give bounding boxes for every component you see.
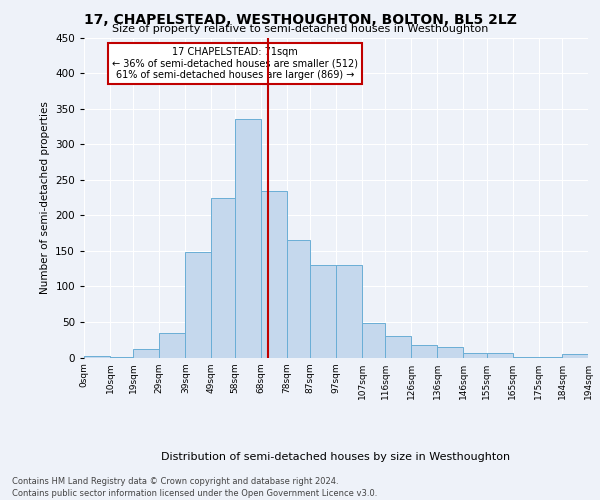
Text: Contains public sector information licensed under the Open Government Licence v3: Contains public sector information licen…	[12, 489, 377, 498]
Bar	[110, 357, 133, 358]
Bar	[287, 240, 310, 358]
Bar	[463, 353, 487, 358]
Bar	[84, 356, 110, 358]
Bar	[539, 357, 562, 358]
Bar	[336, 265, 362, 358]
Bar	[412, 344, 437, 358]
Bar	[185, 252, 211, 358]
Bar	[133, 349, 160, 358]
Y-axis label: Number of semi-detached properties: Number of semi-detached properties	[40, 101, 50, 294]
Bar	[260, 191, 287, 358]
Bar	[310, 265, 336, 358]
Bar	[211, 198, 235, 358]
Text: Contains HM Land Registry data © Crown copyright and database right 2024.: Contains HM Land Registry data © Crown c…	[12, 478, 338, 486]
X-axis label: Distribution of semi-detached houses by size in Westhoughton: Distribution of semi-detached houses by …	[161, 452, 511, 462]
Bar	[562, 354, 588, 358]
Bar	[235, 120, 260, 358]
Text: Size of property relative to semi-detached houses in Westhoughton: Size of property relative to semi-detach…	[112, 24, 488, 34]
Bar	[487, 352, 512, 358]
Bar	[437, 347, 463, 358]
Bar	[512, 357, 539, 358]
Bar	[385, 336, 412, 357]
Text: 17 CHAPELSTEAD: 71sqm
← 36% of semi-detached houses are smaller (512)
61% of sem: 17 CHAPELSTEAD: 71sqm ← 36% of semi-deta…	[112, 47, 358, 80]
Bar	[362, 324, 385, 358]
Bar	[160, 332, 185, 357]
Text: 17, CHAPELSTEAD, WESTHOUGHTON, BOLTON, BL5 2LZ: 17, CHAPELSTEAD, WESTHOUGHTON, BOLTON, B…	[83, 12, 517, 26]
